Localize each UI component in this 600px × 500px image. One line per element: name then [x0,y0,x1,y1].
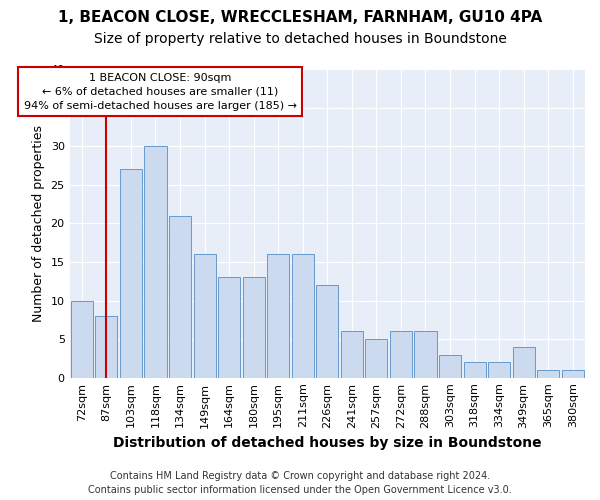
Bar [464,362,485,378]
Bar [512,347,535,378]
Bar [415,332,437,378]
Bar [95,316,118,378]
Bar [267,254,289,378]
Y-axis label: Number of detached properties: Number of detached properties [32,125,45,322]
Bar [341,332,363,378]
Bar [145,146,167,378]
Bar [292,254,314,378]
Bar [316,285,338,378]
Bar [194,254,215,378]
Text: 1, BEACON CLOSE, WRECCLESHAM, FARNHAM, GU10 4PA: 1, BEACON CLOSE, WRECCLESHAM, FARNHAM, G… [58,10,542,25]
Bar [71,300,93,378]
Bar [537,370,559,378]
Bar [390,332,412,378]
Bar [120,170,142,378]
Bar [488,362,510,378]
Text: Size of property relative to detached houses in Boundstone: Size of property relative to detached ho… [94,32,506,46]
Text: 1 BEACON CLOSE: 90sqm
← 6% of detached houses are smaller (11)
94% of semi-detac: 1 BEACON CLOSE: 90sqm ← 6% of detached h… [24,73,297,111]
Bar [169,216,191,378]
Bar [365,339,388,378]
X-axis label: Distribution of detached houses by size in Boundstone: Distribution of detached houses by size … [113,436,542,450]
Bar [242,278,265,378]
Bar [562,370,584,378]
Bar [439,354,461,378]
Bar [218,278,240,378]
Text: Contains HM Land Registry data © Crown copyright and database right 2024.
Contai: Contains HM Land Registry data © Crown c… [88,471,512,495]
